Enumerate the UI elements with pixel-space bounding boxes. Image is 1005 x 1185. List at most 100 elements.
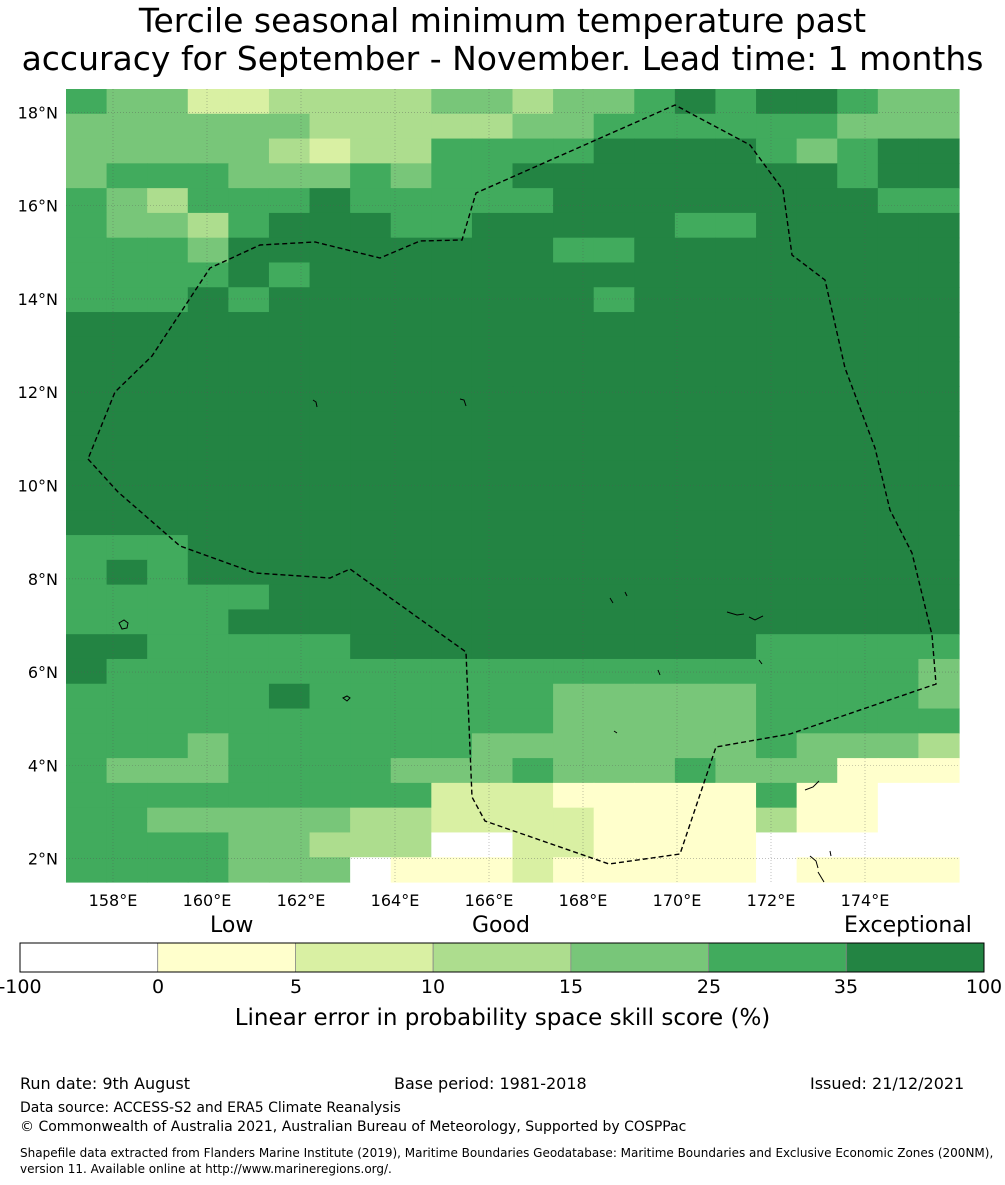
- grid-cell: [431, 584, 473, 611]
- grid-cell: [268, 807, 311, 834]
- grid-cell: [837, 163, 879, 189]
- grid-cell: [147, 336, 189, 363]
- grid-cell: [634, 584, 676, 611]
- grid-cell: [837, 188, 879, 214]
- grid-cell: [309, 113, 351, 140]
- grid-cell: [147, 708, 189, 734]
- grid-cell: [756, 857, 798, 883]
- grid-cell: [106, 485, 148, 511]
- grid-cell: [431, 733, 473, 759]
- grid-cell: [106, 435, 148, 462]
- grid-cell: [66, 857, 108, 883]
- data-source: Data source: ACCESS-S2 and ERA5 Climate …: [20, 1100, 401, 1116]
- grid-cell: [228, 609, 270, 635]
- grid-cell: [147, 312, 189, 338]
- grid-cell: [147, 758, 189, 784]
- grid-cell: [431, 857, 473, 883]
- grid-cell: [350, 782, 392, 809]
- grid-cell: [634, 312, 676, 338]
- grid-cell: [674, 460, 717, 487]
- grid-cell: [471, 609, 514, 635]
- grid-cell: [309, 336, 351, 363]
- grid-cell: [309, 163, 351, 189]
- grid-cell: [431, 411, 473, 437]
- grid-cell: [796, 683, 838, 710]
- grid-cell: [431, 460, 473, 487]
- grid-cell: [593, 138, 635, 164]
- grid-cell: [431, 683, 473, 710]
- grid-cell: [147, 113, 189, 140]
- grid-cell: [593, 188, 635, 214]
- grid-cell: [553, 287, 595, 313]
- grid-cell: [837, 634, 879, 660]
- grid-cell: [674, 361, 717, 387]
- grid-cell: [471, 361, 514, 387]
- grid-cell: [471, 683, 514, 710]
- base-period: Base period: 1981-2018: [394, 1074, 587, 1093]
- grid-cell: [756, 758, 798, 784]
- grid-cell: [918, 658, 960, 685]
- grid-cell: [593, 658, 635, 685]
- grid-cell: [390, 708, 432, 734]
- grid-cell: [674, 237, 717, 264]
- grid-cell: [66, 336, 108, 363]
- grid-cell: [66, 559, 108, 586]
- grid-cell: [715, 460, 757, 487]
- grid-cell: [877, 212, 920, 239]
- grid-cell: [553, 163, 595, 189]
- grid-cell: [228, 312, 270, 338]
- grid-cell: [512, 658, 554, 685]
- grid-cell: [309, 435, 351, 462]
- grid-cell: [553, 683, 595, 710]
- grid-cell: [674, 683, 717, 710]
- grid-cell: [674, 782, 717, 809]
- grid-cell: [512, 733, 554, 759]
- grid-cell: [796, 361, 838, 387]
- grid-cell: [674, 188, 717, 214]
- grid-cell: [877, 312, 920, 338]
- grid-cell: [106, 584, 148, 611]
- grid-cell: [756, 807, 798, 834]
- grid-cell: [390, 262, 432, 288]
- grid-cell: [593, 287, 635, 313]
- grid-cell: [877, 386, 920, 412]
- grid-cell: [390, 386, 432, 412]
- grid-cell: [309, 609, 351, 635]
- grid-cell: [918, 733, 960, 759]
- grid-cell: [147, 212, 189, 239]
- grid-cell: [228, 113, 270, 140]
- grid-cell: [796, 758, 838, 784]
- grid-cell: [390, 535, 432, 561]
- grid-cell: [877, 733, 920, 759]
- grid-cell: [553, 609, 595, 635]
- grid-cell: [512, 485, 554, 511]
- grid-cell: [268, 658, 311, 685]
- grid-cell: [796, 485, 838, 511]
- grid-cell: [593, 386, 635, 412]
- grid-cell: [268, 460, 311, 487]
- cb-tick: 15: [558, 976, 584, 998]
- grid-cell: [553, 188, 595, 214]
- grid-cell: [187, 237, 229, 264]
- grid-cell: [350, 113, 392, 140]
- grid-cell: [187, 758, 229, 784]
- grid-cell: [715, 89, 757, 115]
- grid-cell: [877, 411, 920, 437]
- grid-cell: [756, 312, 798, 338]
- grid-cell: [106, 807, 148, 834]
- grid-cell: [471, 262, 514, 288]
- grid-cell: [309, 485, 351, 511]
- title-line-1: Tercile seasonal minimum temperature pas…: [138, 1, 867, 40]
- grid-cell: [715, 510, 757, 536]
- longitude-tick-label: 164°E: [371, 891, 420, 910]
- grid-cell: [837, 807, 879, 834]
- grid-cell: [66, 188, 108, 214]
- grid-cell: [715, 212, 757, 239]
- grid-cell: [837, 832, 879, 858]
- grid-cell: [918, 188, 960, 214]
- grid-cell: [512, 609, 554, 635]
- grid-cell: [674, 212, 717, 239]
- grid-cell: [512, 411, 554, 437]
- grid-cell: [268, 287, 311, 313]
- eez-boundary: [87, 104, 937, 865]
